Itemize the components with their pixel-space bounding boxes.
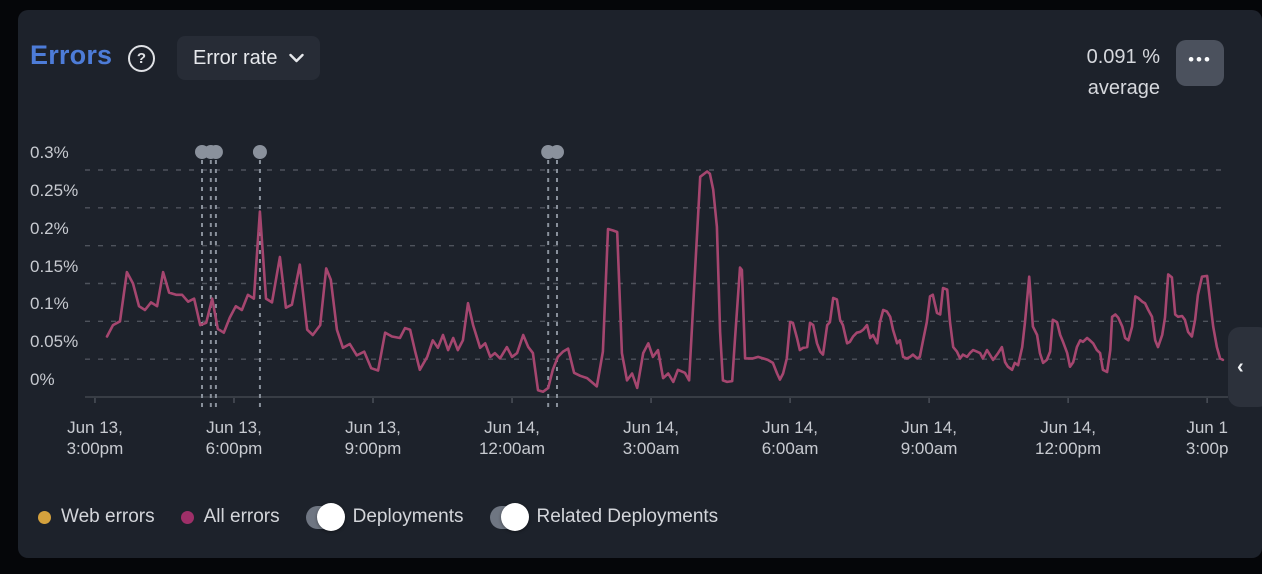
- deployments-toggle[interactable]: [305, 502, 345, 531]
- errors-panel: [18, 10, 1262, 558]
- legend-item-deployments: Deployments: [305, 502, 464, 531]
- help-icon[interactable]: ?: [128, 45, 155, 72]
- metric-selector-label: Error rate: [193, 46, 278, 69]
- legend-label: All errors: [203, 506, 280, 527]
- toggle-knob: [316, 502, 345, 531]
- chevron-down-icon: [289, 53, 305, 63]
- ellipsis-icon: •••: [1188, 49, 1212, 69]
- web-errors-dot-icon: [38, 510, 51, 524]
- sidebar-collapse-handle[interactable]: ‹: [1228, 327, 1262, 407]
- metric-selector-button[interactable]: Error rate: [177, 36, 321, 80]
- toggle-knob: [500, 502, 529, 531]
- summary-value: 0.091 %: [1086, 46, 1160, 68]
- related-deployments-toggle[interactable]: [489, 502, 529, 531]
- summary-stat: 0.091 % average: [1087, 42, 1160, 104]
- legend-item-related-deployments: Related Deployments: [489, 502, 719, 531]
- summary-caption: average: [1087, 77, 1160, 99]
- chart-legend: Web errors All errors Deployments Relate…: [38, 501, 718, 533]
- legend-item-all-errors[interactable]: All errors: [180, 506, 280, 528]
- all-errors-dot-icon: [180, 510, 194, 524]
- legend-label: Related Deployments: [536, 506, 719, 527]
- legend-item-web-errors[interactable]: Web errors: [38, 506, 155, 528]
- chevron-left-icon: ‹: [1237, 355, 1244, 378]
- legend-label: Web errors: [61, 506, 155, 527]
- panel-menu-button[interactable]: •••: [1176, 40, 1224, 86]
- legend-label: Deployments: [352, 506, 464, 527]
- page-title: Errors: [30, 40, 113, 70]
